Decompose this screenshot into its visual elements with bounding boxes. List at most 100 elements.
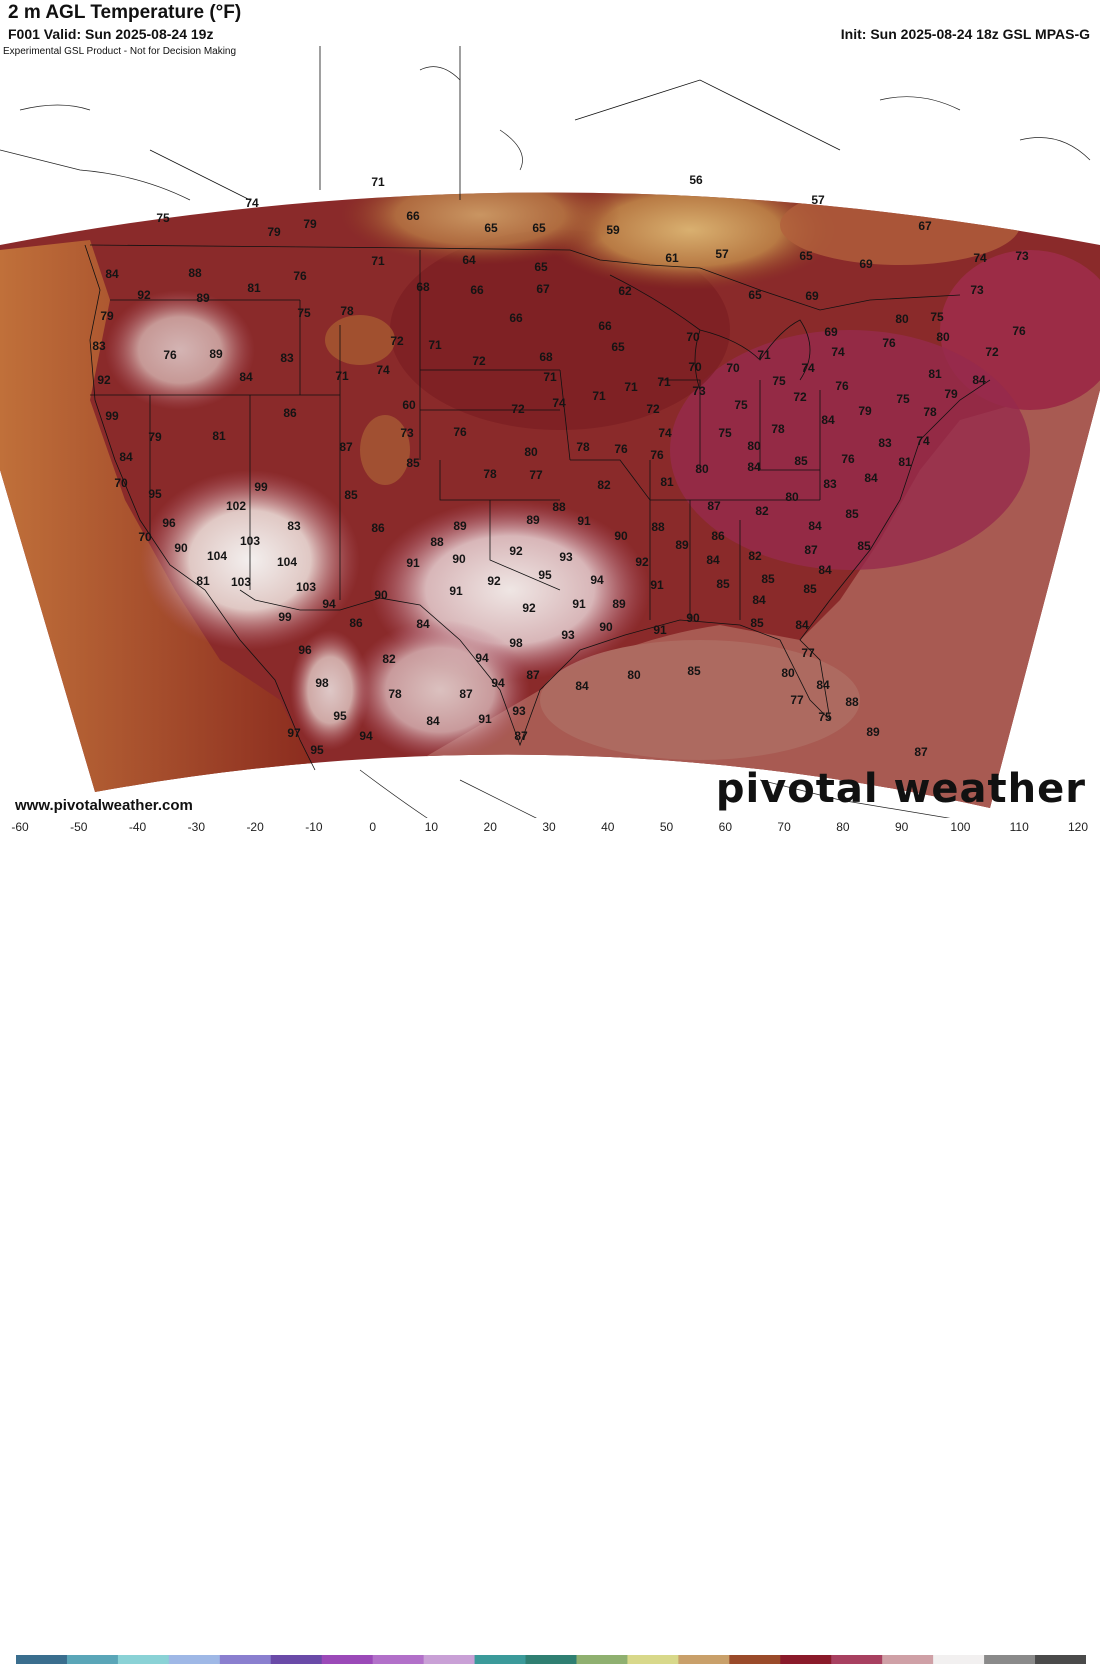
temperature-value: 78 — [340, 304, 354, 318]
temperature-value: 90 — [174, 541, 188, 555]
temperature-value: 99 — [254, 480, 268, 494]
header: 2 m AGL Temperature (°F) F001 Valid: Sun… — [0, 0, 1100, 46]
temperature-value: 80 — [895, 312, 909, 326]
temperature-value: 86 — [371, 521, 385, 535]
temperature-value: 85 — [803, 582, 817, 596]
legend-tick-label: 0 — [369, 820, 376, 834]
brand-logo: pivotal weather — [715, 766, 1086, 812]
temperature-value: 92 — [97, 373, 111, 387]
temperature-value: 87 — [514, 729, 528, 743]
temperature-value: 71 — [371, 254, 385, 268]
temperature-value: 88 — [430, 535, 444, 549]
temperature-value: 84 — [818, 563, 832, 577]
temperature-value: 89 — [526, 513, 540, 527]
temperature-value: 80 — [781, 666, 795, 680]
colorbar-segment — [16, 1655, 68, 1664]
temperature-value: 62 — [618, 284, 632, 298]
temperature-value: 87 — [459, 687, 473, 701]
temperature-value: 86 — [349, 616, 363, 630]
colorbar-segment — [117, 1655, 170, 1664]
temperature-value: 67 — [536, 282, 550, 296]
temperature-value: 89 — [209, 347, 223, 361]
colorbar-segment — [270, 1655, 323, 1664]
temperature-value: 81 — [247, 281, 261, 295]
temperature-value: 95 — [538, 568, 552, 582]
temperature-value: 65 — [534, 260, 548, 274]
temperature-value: 84 — [119, 450, 133, 464]
temperature-value: 72 — [390, 334, 404, 348]
temperature-value: 76 — [650, 448, 664, 462]
temperature-value: 91 — [406, 556, 420, 570]
website-link[interactable]: www.pivotalweather.com — [15, 797, 193, 814]
temperature-value: 67 — [918, 219, 932, 233]
temperature-value: 57 — [715, 247, 729, 261]
temperature-value: 94 — [590, 573, 604, 587]
colorbar — [16, 1655, 1086, 1664]
temperature-value: 96 — [298, 643, 312, 657]
temperature-value: 85 — [794, 454, 808, 468]
temperature-value: 77 — [529, 468, 543, 482]
temperature-value: 97 — [287, 726, 301, 740]
temperature-value: 89 — [675, 538, 689, 552]
temperature-value: 87 — [339, 440, 353, 454]
temperature-value: 82 — [755, 504, 769, 518]
temperature-value: 74 — [552, 396, 566, 410]
temperature-value: 76 — [614, 442, 628, 456]
temperature-value: 70 — [114, 476, 128, 490]
temperature-value: 69 — [824, 325, 838, 339]
colorbar-segment — [627, 1655, 679, 1664]
temperature-value: 94 — [475, 651, 489, 665]
temperature-value: 80 — [695, 462, 709, 476]
temperature-value: 94 — [359, 729, 373, 743]
colorbar-segment — [678, 1655, 730, 1664]
temperature-value: 98 — [509, 636, 523, 650]
temperature-value: 76 — [841, 452, 855, 466]
temperature-value: 75 — [718, 426, 732, 440]
temperature-value: 78 — [483, 467, 497, 481]
temperature-value: 74 — [658, 426, 672, 440]
temperature-value: 84 — [747, 460, 761, 474]
temperature-value: 87 — [914, 745, 928, 759]
temperature-value: 83 — [287, 519, 301, 533]
temperature-value: 88 — [845, 695, 859, 709]
temperature-value: 85 — [687, 664, 701, 678]
colorbar-segment — [168, 1655, 221, 1664]
temperature-value: 73 — [400, 426, 414, 440]
temperature-value: 83 — [280, 351, 294, 365]
temperature-value: 71 — [543, 370, 557, 384]
temperature-map[interactable]: 71 56 57 75 74 66 79 79 65 65 59 67 64 65 57 65 69 74 73 71… — [0, 46, 1100, 820]
temperature-value: 78 — [576, 440, 590, 454]
colorbar-segment — [933, 1655, 985, 1664]
temperature-value: 76 — [163, 348, 177, 362]
temperature-value: 84 — [821, 413, 835, 427]
legend-tick-label: 70 — [777, 820, 791, 834]
temperature-value: 68 — [416, 280, 430, 294]
temperature-value: 92 — [522, 601, 536, 615]
temperature-value: 84 — [426, 714, 440, 728]
temperature-value: 80 — [936, 330, 950, 344]
temperature-value: 77 — [790, 693, 804, 707]
temperature-value: 93 — [559, 550, 573, 564]
legend-tick-label: 80 — [836, 820, 850, 834]
temperature-value: 78 — [923, 405, 937, 419]
temperature-value: 70 — [726, 361, 740, 375]
temperature-value: 95 — [148, 487, 162, 501]
init-time: Init: Sun 2025-08-24 18z GSL MPAS-G — [840, 26, 1090, 42]
temperature-value: 75 — [156, 211, 170, 225]
disclaimer: Experimental GSL Product - Not for Decis… — [3, 46, 237, 57]
temperature-value: 95 — [310, 743, 324, 757]
temperature-value: 76 — [293, 269, 307, 283]
map-title: 2 m AGL Temperature (°F) — [8, 2, 242, 23]
colorbar-segment — [984, 1655, 1036, 1664]
temperature-value: 71 — [624, 380, 638, 394]
temperature-value: 79 — [148, 430, 162, 444]
temperature-value: 91 — [478, 712, 492, 726]
temperature-value: 85 — [761, 572, 775, 586]
temperature-value: 98 — [315, 676, 329, 690]
temperature-value: 71 — [335, 369, 349, 383]
temperature-value: 84 — [816, 678, 830, 692]
legend-tick-label: 100 — [950, 820, 971, 834]
temperature-value: 92 — [487, 574, 501, 588]
temperature-value: 83 — [823, 477, 837, 491]
temperature-value: 80 — [785, 490, 799, 504]
